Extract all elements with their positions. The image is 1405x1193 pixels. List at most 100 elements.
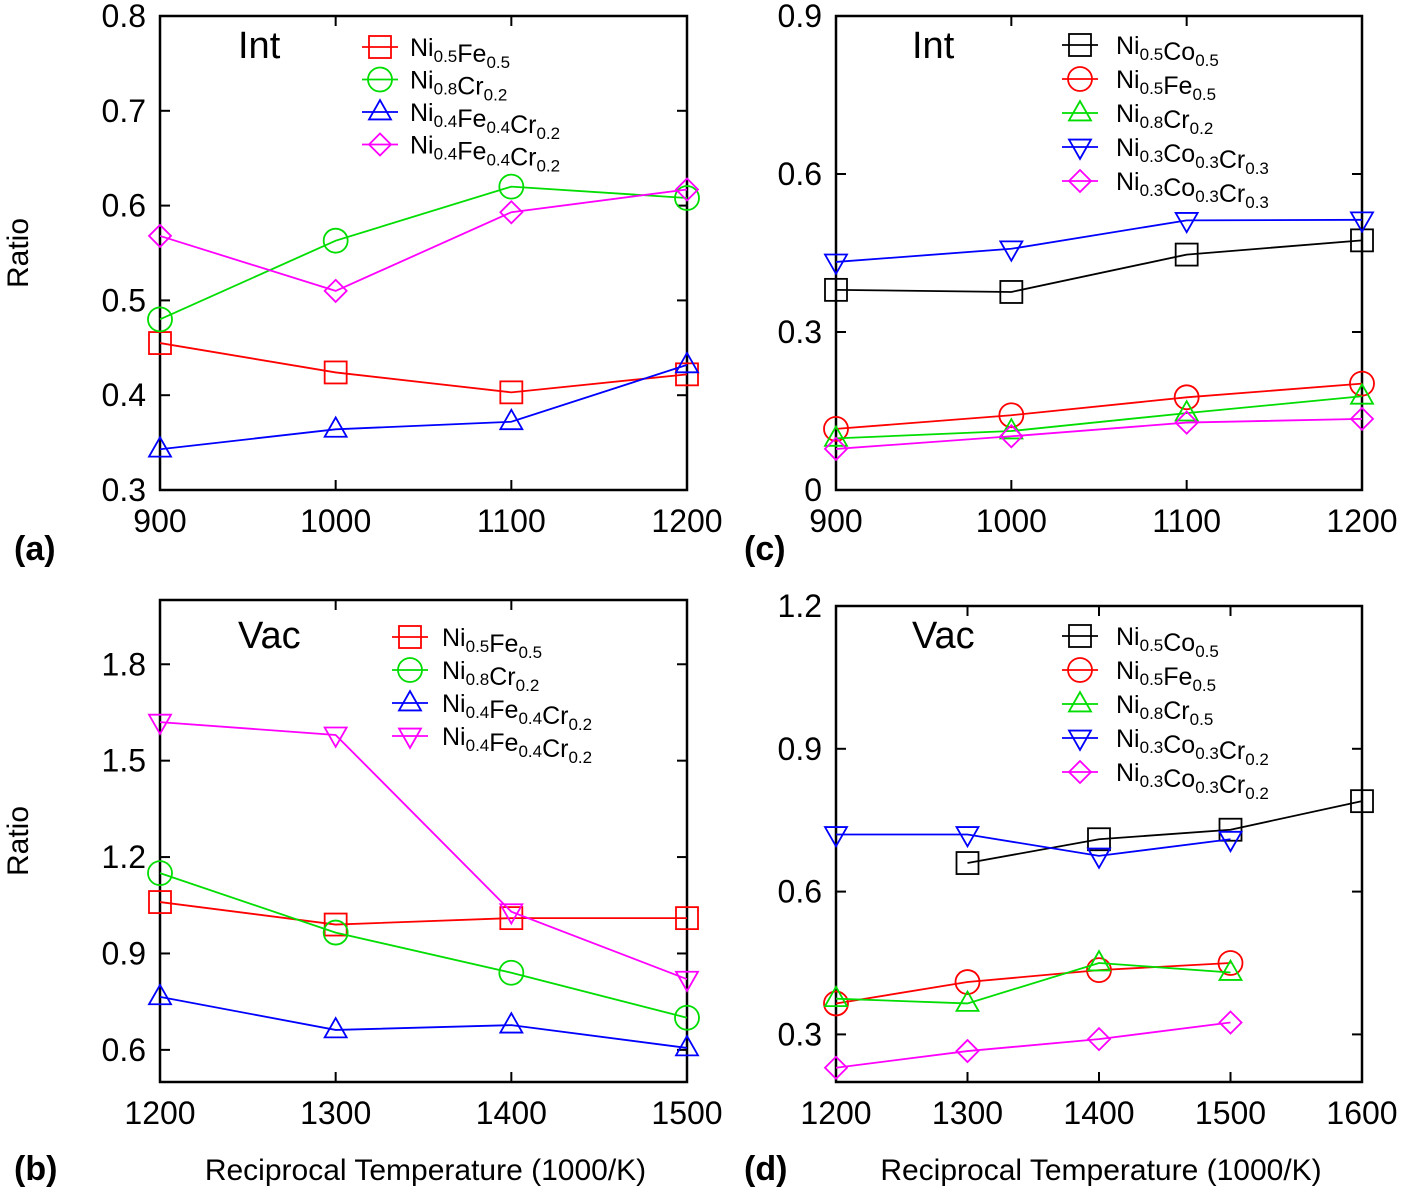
- legend-entry: Ni0.4Fe0.4Cr0.2: [392, 723, 592, 767]
- x-tick-label: 1200: [124, 1095, 195, 1131]
- data-point: [998, 240, 1024, 263]
- data-point: [147, 223, 173, 249]
- series-3: [823, 949, 1244, 1012]
- legend-marker: [398, 625, 422, 649]
- data-point: [499, 906, 524, 931]
- data-point: [498, 408, 524, 431]
- data-point: [323, 1016, 349, 1039]
- legend-entry: Ni0.4Fe0.4Cr0.2: [392, 689, 592, 734]
- legend-label: Ni0.3Co0.3Cr0.2: [1116, 725, 1269, 769]
- series-4: [823, 826, 1244, 870]
- legend-marker: [1067, 66, 1093, 92]
- y-tick-label: 0.4: [102, 377, 146, 413]
- data-point: [1349, 370, 1375, 397]
- data-point: [955, 1038, 980, 1064]
- data-point: [999, 424, 1024, 449]
- y-axis-label: Ratio: [2, 218, 35, 288]
- legend-label: Ni0.8Cr0.2: [410, 67, 507, 105]
- legend-marker: [1067, 138, 1093, 161]
- legend-marker: [1067, 99, 1093, 122]
- legend-marker: [1067, 690, 1093, 713]
- legend-label: Ni0.5Fe0.5: [442, 624, 542, 662]
- data-point: [1174, 242, 1199, 267]
- data-point: [499, 199, 524, 225]
- data-point: [1174, 410, 1199, 435]
- legend-marker: [1067, 759, 1093, 785]
- panel-label: (b): [14, 1150, 57, 1188]
- data-point: [499, 380, 524, 405]
- legend-marker: [1067, 168, 1093, 194]
- x-tick-label: 1200: [651, 503, 722, 539]
- data-point: [1086, 949, 1112, 972]
- legend-label: Ni0.4Fe0.4Cr0.2: [442, 723, 592, 767]
- legend-label: Ni0.5Co0.5: [1116, 623, 1219, 661]
- y-tick-label: 0.3: [102, 472, 146, 508]
- data-point: [1086, 1026, 1112, 1052]
- data-point: [323, 726, 349, 749]
- series-5: [823, 1010, 1243, 1080]
- y-tick-label: 0.9: [778, 0, 822, 34]
- data-point: [674, 185, 700, 211]
- legend-label: Ni0.5Fe0.5: [1116, 657, 1216, 695]
- data-point: [824, 277, 848, 302]
- x-tick-label: 1100: [1152, 503, 1221, 539]
- legend-marker: [367, 132, 393, 157]
- panel-label: (c): [744, 530, 786, 568]
- legend-label: Ni0.4Fe0.4Cr0.2: [410, 132, 560, 176]
- series-2: [147, 173, 700, 333]
- legend-entry: Ni0.4Fe0.4Cr0.2: [362, 132, 560, 176]
- legend-marker: [1068, 33, 1092, 57]
- data-point: [498, 903, 524, 926]
- data-point: [1349, 406, 1375, 432]
- data-point: [322, 227, 349, 254]
- legend-label: Ni0.3Co0.3Cr0.3: [1116, 168, 1269, 212]
- y-tick-label: 1.2: [102, 839, 146, 875]
- legend-entry: Ni0.5Co0.5: [1062, 623, 1219, 661]
- legend-entry: Ni0.3Co0.3Cr0.2: [1062, 725, 1269, 769]
- series-3: [147, 983, 700, 1057]
- data-point: [147, 306, 173, 333]
- legend-label: Ni0.5Fe0.5: [1116, 66, 1216, 104]
- y-tick-label: 0.7: [102, 93, 146, 129]
- series-line: [159, 901, 687, 926]
- data-point: [323, 278, 348, 304]
- series-line: [835, 395, 1363, 440]
- data-point: [1217, 830, 1244, 853]
- data-point: [323, 415, 349, 438]
- x-tick-label: 1100: [477, 503, 546, 539]
- legend-marker: [1068, 624, 1092, 648]
- series-line: [159, 721, 688, 981]
- legend-entry: Ni0.3Co0.3Cr0.3: [1062, 168, 1269, 212]
- x-tick-label: 1600: [1326, 1095, 1397, 1131]
- data-point: [954, 969, 981, 995]
- x-tick-label: 900: [809, 503, 862, 539]
- series-4: [823, 211, 1375, 276]
- series-line: [835, 418, 1363, 450]
- y-tick-label: 1.5: [102, 743, 146, 779]
- legend-label: Ni0.8Cr0.5: [1116, 691, 1213, 729]
- series-line: [159, 188, 688, 292]
- legend-entry: Ni0.5Fe0.5: [362, 34, 510, 72]
- series-4: [147, 177, 700, 304]
- y-tick-label: 0.6: [778, 874, 822, 910]
- data-point: [1086, 957, 1112, 984]
- series-2: [147, 860, 700, 1031]
- panel-label: (a): [14, 530, 56, 568]
- data-point: [1087, 827, 1111, 852]
- data-point: [148, 890, 172, 914]
- series-line: [835, 218, 1363, 263]
- data-point: [147, 713, 173, 736]
- data-point: [954, 989, 981, 1012]
- data-point: [674, 177, 700, 202]
- series-line: [159, 872, 688, 1019]
- series-line: [835, 1021, 1231, 1069]
- legend-marker: [397, 727, 423, 750]
- series-1: [955, 789, 1374, 875]
- data-point: [1349, 211, 1375, 234]
- plot-frame: [158, 14, 689, 492]
- data-point: [1217, 958, 1244, 981]
- y-tick-label: 0.3: [778, 314, 822, 350]
- x-tick-label: 1000: [976, 503, 1047, 539]
- y-axis-label: Ratio: [2, 806, 35, 876]
